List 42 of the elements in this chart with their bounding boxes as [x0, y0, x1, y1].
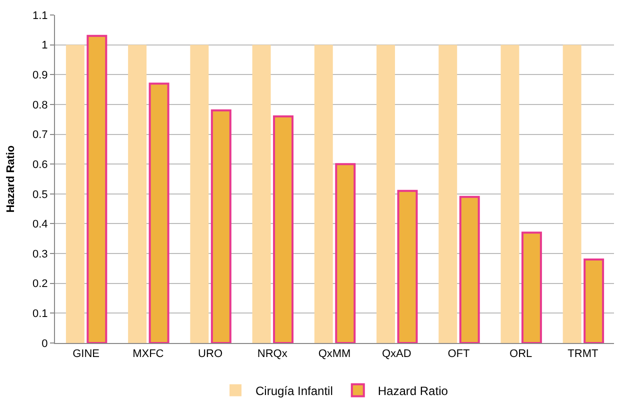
bar [86, 34, 108, 343]
y-tick-label: 0.3 [32, 248, 48, 260]
bar [210, 109, 232, 343]
y-tick-label: 0.8 [32, 99, 48, 112]
bar [148, 82, 170, 343]
bar [252, 44, 271, 343]
bar [397, 190, 418, 343]
y-tick-label: 0.6 [32, 158, 48, 171]
y-tick-label: 0.1 [32, 308, 48, 320]
bar [521, 232, 542, 343]
bar [190, 44, 209, 343]
y-tick-label: 1 [42, 40, 48, 52]
x-tick-label: OFT [448, 348, 470, 360]
bar [314, 44, 333, 343]
y-tick-label: 0.2 [32, 278, 48, 290]
bar [459, 196, 480, 343]
bar [500, 44, 520, 343]
y-tick-label: 0.5 [32, 188, 48, 201]
x-tick-label: NRQx [257, 348, 288, 360]
x-tick-label: QxAD [382, 348, 412, 360]
y-tick-label: 1.1 [32, 10, 48, 22]
y-tick-label: 0 [42, 338, 48, 350]
x-tick-label: URO [198, 348, 223, 360]
y-tick-label: 0.4 [32, 218, 48, 231]
bar [66, 44, 84, 343]
bar [562, 44, 582, 343]
x-tick-label: GINE [72, 348, 100, 360]
bar [273, 115, 294, 343]
x-tick-label: ORL [510, 348, 532, 360]
x-tick-label: MXFC [132, 348, 164, 360]
x-tick-label: QxMM [318, 348, 351, 360]
x-tick-label: TRMT [568, 348, 598, 360]
y-tick-label: 0.7 [32, 129, 48, 142]
y-axis-title: Hazard Ratio [5, 145, 18, 213]
bar [128, 44, 147, 343]
legend-label: Cirugía Infantil [256, 384, 333, 398]
bar [584, 258, 604, 343]
bar [438, 44, 458, 343]
legend-label: Hazard Ratio [378, 384, 448, 398]
bar [376, 44, 395, 343]
y-tick-label: 0.9 [32, 69, 48, 82]
bar [335, 163, 356, 343]
